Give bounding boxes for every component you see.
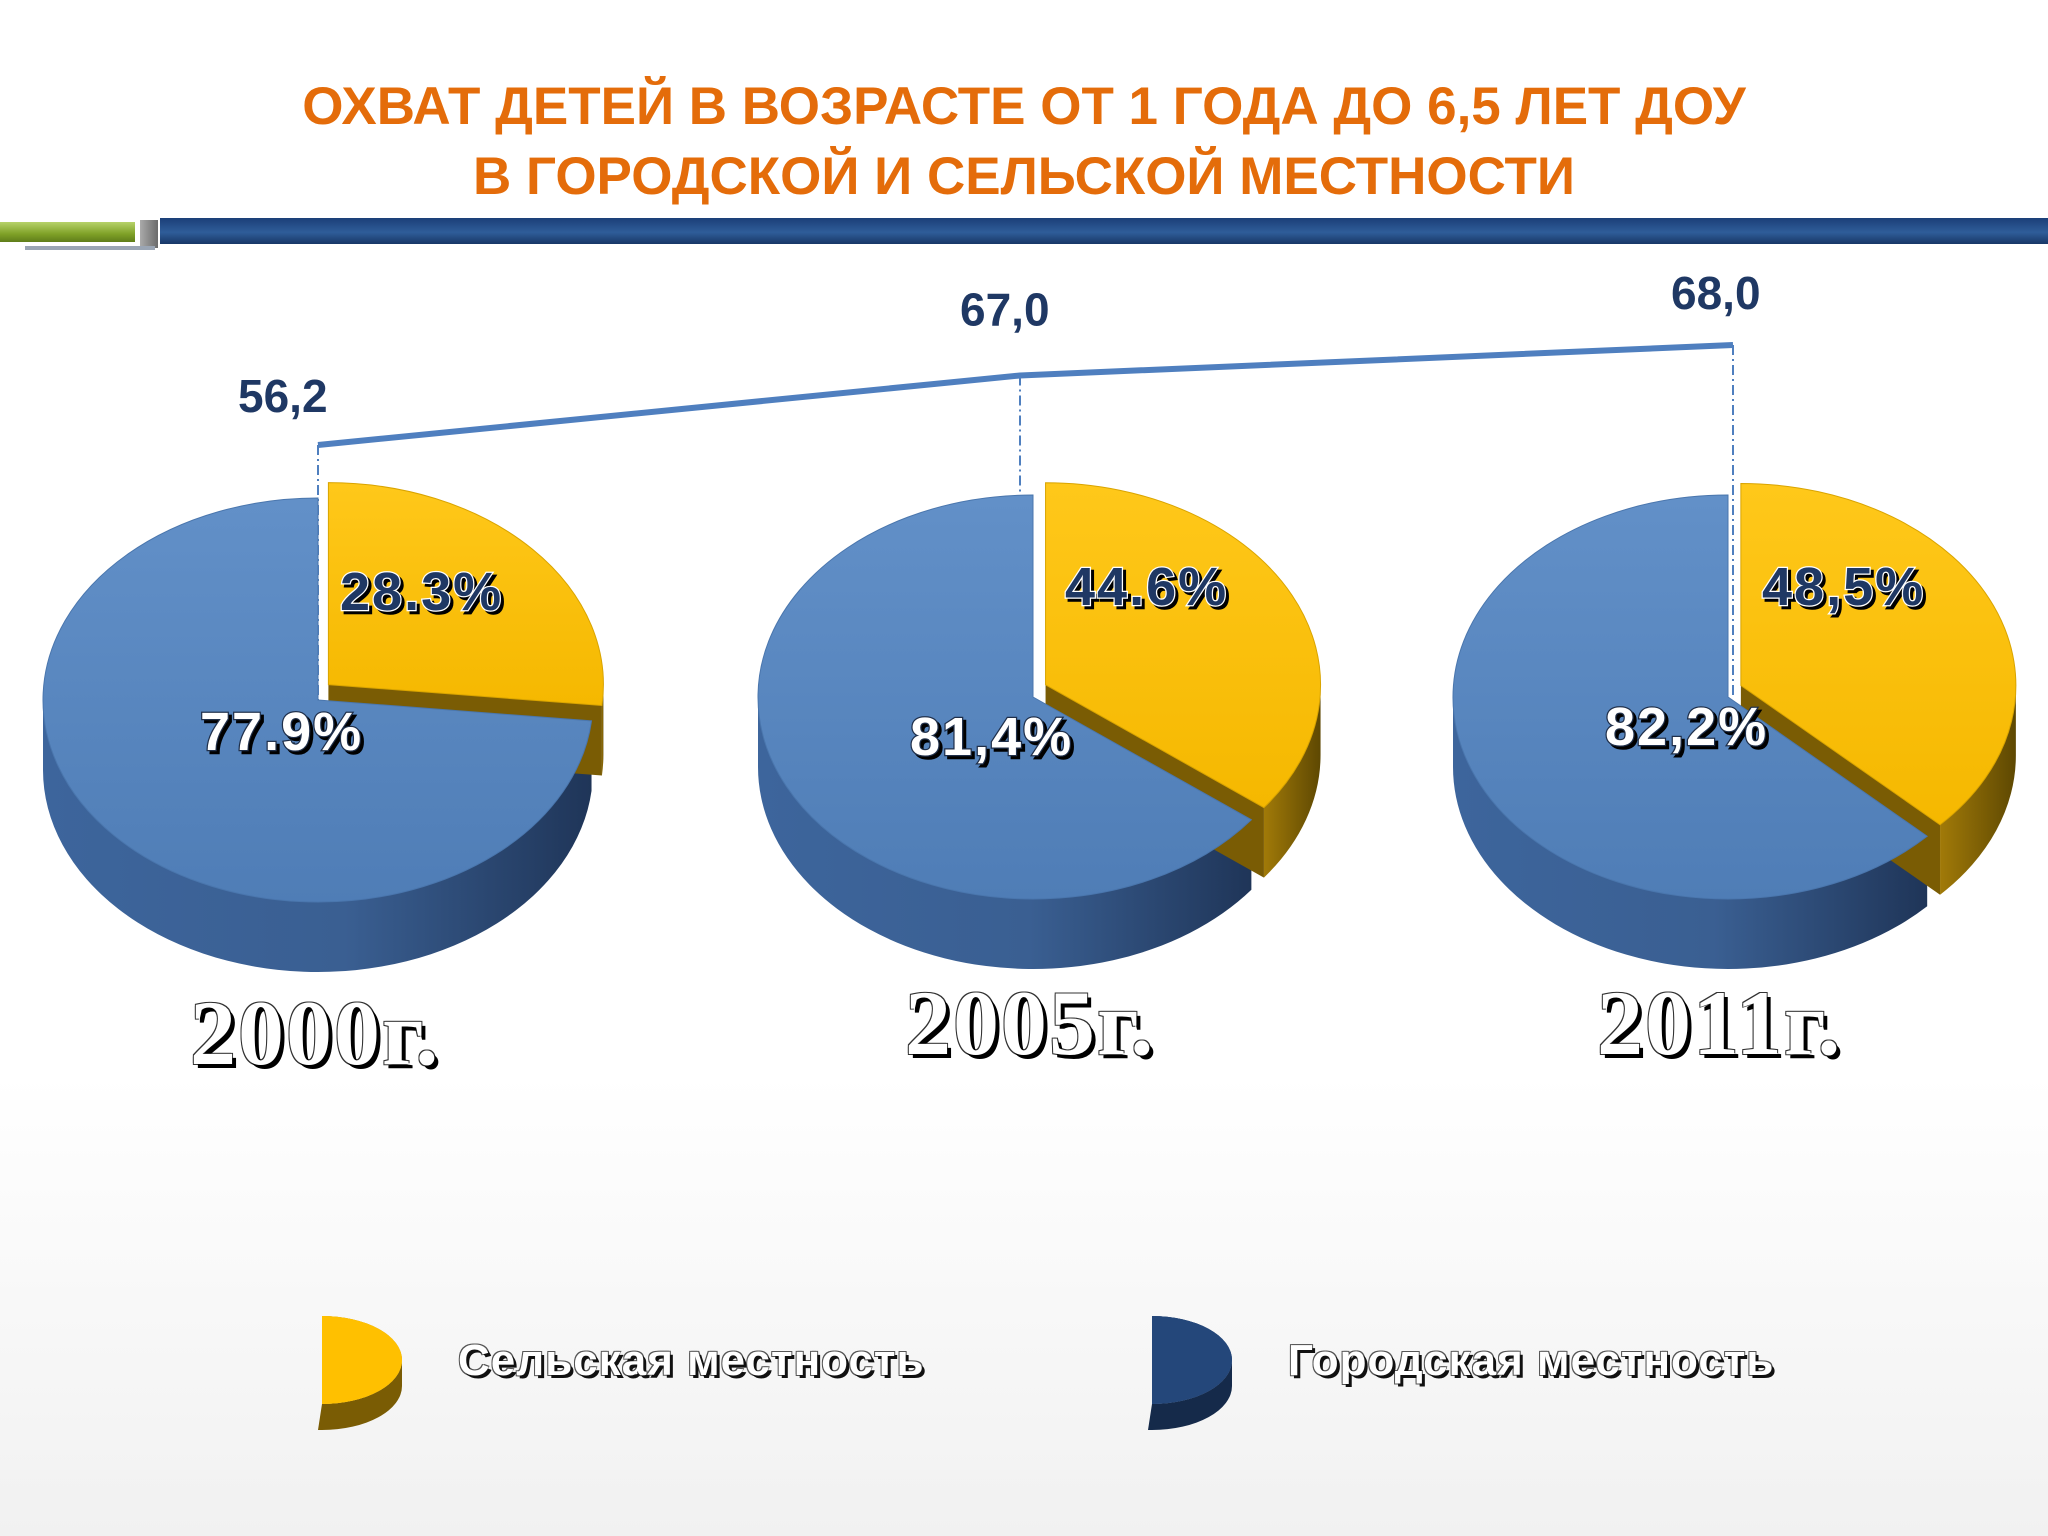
trend-value-label: 67,0 <box>960 283 1050 335</box>
title-line-2: В ГОРОДСКОЙ И СЕЛЬСКОЙ МЕСТНОСТИ <box>472 147 1575 206</box>
legend-swatch-rural <box>318 1316 402 1430</box>
chart-title: ОХВАТ ДЕТЕЙ В ВОЗРАСТЕ ОТ 1 ГОДА ДО 6,5 … <box>0 72 2048 212</box>
pie-urban-side <box>758 697 1252 970</box>
header-rule <box>160 218 2048 244</box>
header-accent-green <box>0 222 135 242</box>
pie-urban-slice <box>42 497 593 903</box>
trend-value-label: 68,0 <box>1671 267 1761 319</box>
pie-rural-slice <box>1740 482 2017 826</box>
trend-value-label: 56,2 <box>238 370 328 422</box>
pie-rural-side <box>1940 685 2016 895</box>
year-label-2011: 2011г. <box>1597 972 1843 1074</box>
pie-label-rural: 28.3% <box>340 562 503 622</box>
pie-rural-slice <box>1045 482 1322 809</box>
year-label-2000: 2000г. <box>190 982 441 1084</box>
pie-urban-side <box>1453 697 1928 969</box>
pie-urban-side <box>43 700 592 973</box>
pie-2011г. <box>1452 482 2017 969</box>
pie-urban-slice <box>757 494 1253 900</box>
header-rule-shadow <box>25 246 155 250</box>
header-accent-gray <box>140 220 158 248</box>
pie-rural-slice <box>327 482 604 707</box>
pie-label-rural: 44.6% <box>1065 557 1228 617</box>
legend-swatch-urban <box>1148 1316 1232 1430</box>
pie-label-rural: 48,5% <box>1762 557 1925 617</box>
pie-label-urban: 81,4% <box>910 707 1073 767</box>
pie-rural-side <box>601 684 604 776</box>
title-line-1: ОХВАТ ДЕТЕЙ В ВОЗРАСТЕ ОТ 1 ГОДА ДО 6,5 … <box>302 77 1746 136</box>
legend-label-urban: Городская местность <box>1288 1336 1775 1385</box>
legend-label-rural: Сельская местность <box>458 1336 925 1385</box>
pie-label-urban: 77.9% <box>200 702 363 762</box>
pie-rural-side <box>1263 684 1321 878</box>
year-label-2005: 2005г. <box>905 972 1156 1074</box>
pie-urban-slice <box>1452 494 1929 900</box>
pie-label-urban: 82,2% <box>1605 697 1768 757</box>
pie-2000г. <box>42 482 604 973</box>
trend-line <box>317 342 1734 448</box>
pie-2005г. <box>757 482 1322 970</box>
